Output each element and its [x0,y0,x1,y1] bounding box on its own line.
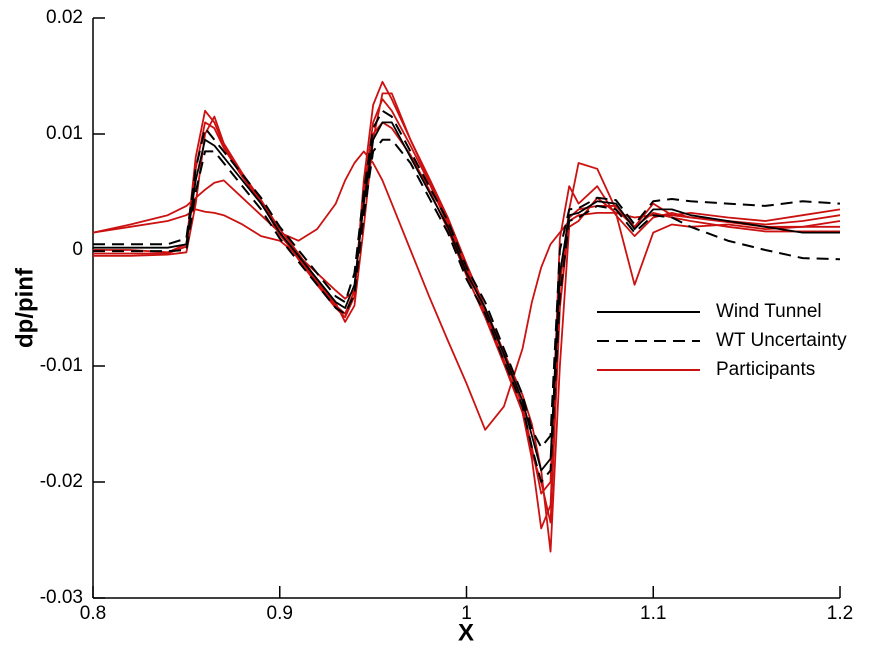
legend-label: WT Uncertainty [716,330,847,351]
legend: Wind Tunnel WT Uncertainty Participants [597,301,847,380]
series-line [92,121,840,524]
y-tick-label: -0.01 [40,355,83,376]
series-line [93,109,841,449]
x-tick-label: 1 [461,603,472,624]
series-line [92,150,840,431]
x-tick-label: 0.9 [267,603,293,624]
legend-label: Wind Tunnel [716,301,822,322]
x-tick-label: 1.1 [640,603,666,624]
y-tick-label: -0.03 [40,587,83,608]
x-tick-label: 0.8 [80,603,106,624]
y-axis-title: dp/pinf [11,267,38,348]
y-tick-label: 0 [72,239,83,260]
y-tick-label: 0.01 [46,123,83,144]
plot-area [92,80,841,553]
x-axis-title: X [458,619,474,646]
y-tick-label: 0.02 [46,7,83,28]
series-line [93,138,841,483]
series-line [93,98,841,495]
x-tick-label: 1.2 [827,603,853,624]
series-line [93,121,840,472]
y-tick-label: -0.02 [40,471,83,492]
series-line [93,92,841,553]
legend-label: Participants [716,359,815,380]
